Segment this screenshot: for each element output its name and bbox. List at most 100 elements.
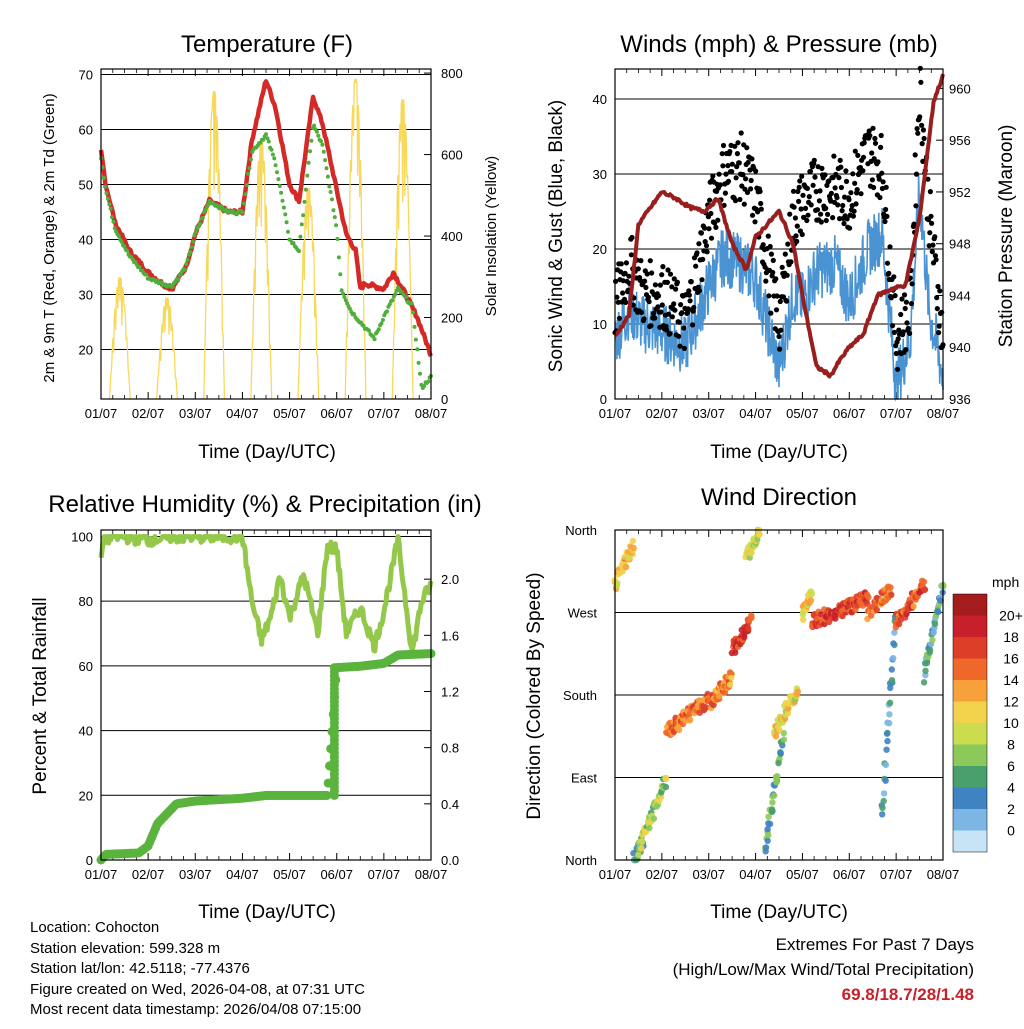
gust-point [770,269,776,276]
dewpoint-point [328,190,333,194]
dewpoint-point [413,337,418,342]
x-tick-label-04/07: 04/07 [226,867,259,882]
gust-point [702,225,708,231]
gust-point [799,231,805,238]
gust-point [686,292,693,298]
station-latlon: Station lat/lon: 42.5118; -77.4376 [30,960,250,977]
wind-dir-point [883,730,891,737]
dewpoint-point [379,321,384,326]
colorbar-swatch [953,830,987,852]
x-tick-label-07/07: 07/07 [368,867,401,882]
x-tick-label-06/07: 06/07 [833,867,866,882]
gust-point [876,176,882,182]
dewpoint-point [327,184,332,189]
gust-point [777,346,783,352]
solar-peak-3 [250,139,273,400]
gust-point [691,304,697,311]
gust-point [936,330,942,336]
gust-point [768,310,774,316]
y-tick-label-100: 100 [71,529,93,544]
gust-point [690,322,696,328]
dewpoint-point [367,328,372,333]
x-tick-label-01/07: 01/07 [599,406,632,421]
gust-point [676,333,682,339]
gust-point [773,276,779,282]
gust-point [660,264,666,270]
wind-dir-point [880,797,887,805]
y-right-tick-label-936: 936 [949,392,971,407]
gust-point [905,325,911,332]
gust-point [850,171,856,177]
wind-dir-point [764,837,771,844]
wind-ylabel: Sonic Wind & Gust (Blue, Black) [546,100,567,372]
dewpoint-point [111,219,116,224]
wind-dir-point [887,584,894,591]
gust-point [909,281,915,287]
colorbar-label-10: 10 [1003,715,1019,731]
gust-point [934,306,940,312]
wind-dir-point [785,705,792,712]
dewpoint-point [144,272,149,277]
gust-point [937,288,943,294]
dewpoint-point [248,157,253,162]
gust-point [805,212,811,218]
gust-point [878,132,884,139]
gust-point [932,253,939,259]
gust-point [800,192,806,198]
gust-point [891,274,897,280]
gust-point [716,171,722,177]
dewpoint-point [203,207,208,212]
colorbar-swatch [953,680,987,702]
gust-point [899,296,905,302]
gust-point [852,148,858,154]
gust-point [782,251,788,257]
gust-point [657,282,664,288]
wind-dir-point [800,616,807,623]
wind-dir-point [774,773,781,780]
wind-dir-point [710,701,717,709]
dewpoint-point [302,199,307,204]
x-tick-label-07/07: 07/07 [880,406,913,421]
dewpoint-point [200,215,205,220]
gust-point [766,293,772,299]
gust-point [646,299,652,305]
y-tick-label-20: 20 [79,788,93,803]
gust-point [773,307,780,313]
x-tick-label-06/07: 06/07 [320,867,353,882]
wind-dir-point [887,684,894,692]
temp-title: Temperature (F) [181,31,353,58]
colorbar-swatch [953,701,987,723]
gust-point [678,302,684,308]
x-tick-label-05/07: 05/07 [786,406,819,421]
y-tick-label-80: 80 [79,594,93,609]
x-tick-label-04/07: 04/07 [739,867,772,882]
gust-point [665,267,671,273]
x-tick-label-03/07: 03/07 [179,867,212,882]
wind-dir-point [784,710,792,717]
gust-point [696,288,703,294]
gust-point [870,125,876,131]
gust-point [833,171,839,177]
gust-point [720,163,726,169]
colorbar-label-0: 0 [1007,823,1015,839]
station-elevation: Station elevation: 599.328 m [30,939,221,957]
wind-dir-point [629,537,637,545]
wind-dir-point [890,654,897,662]
colorbar-label-16: 16 [1003,651,1019,667]
gust-point [693,263,699,269]
colorbar-label-2: 2 [1007,801,1015,817]
gust-point [818,211,824,217]
gust-point [853,201,859,207]
colorbar-swatch [953,658,987,680]
dewpoint-point [361,323,366,328]
gust-point [808,202,814,208]
gust-point [784,298,790,304]
dewpoint-point [243,192,248,197]
plot-border [100,529,432,861]
gust-point [616,315,623,321]
gust-point [830,215,836,221]
gust-point [908,301,915,307]
x-tick-label-05/07: 05/07 [786,867,819,882]
dewpoint-point [266,139,271,144]
